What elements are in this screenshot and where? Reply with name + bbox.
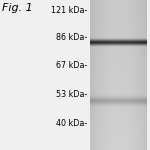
Text: 121 kDa-: 121 kDa- <box>51 6 87 15</box>
Text: Fig. 1: Fig. 1 <box>2 3 32 13</box>
Text: 67 kDa-: 67 kDa- <box>56 61 87 70</box>
Text: 53 kDa-: 53 kDa- <box>56 90 87 99</box>
Text: 40 kDa-: 40 kDa- <box>56 118 87 127</box>
Text: 86 kDa-: 86 kDa- <box>56 33 87 42</box>
